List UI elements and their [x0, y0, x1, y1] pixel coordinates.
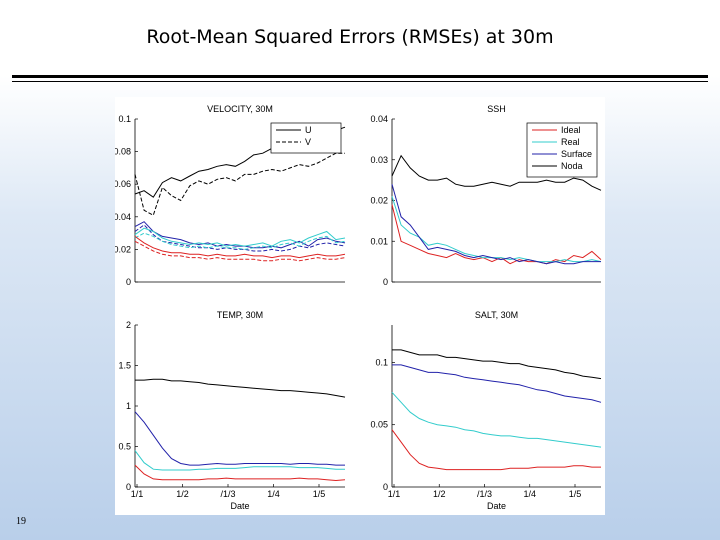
title-rule-thin [12, 81, 708, 82]
x-axis-label: Date [230, 501, 249, 511]
y-tick-label: 0.02 [370, 196, 388, 206]
slide-title: Root-Mean Squared Errors (RMSEs) at 30m [146, 26, 554, 48]
legend-label: U [305, 125, 312, 135]
title-rule-thick [12, 75, 708, 78]
series-line [392, 349, 602, 380]
x-tick-label: 1/2 [176, 489, 189, 499]
series-line [391, 184, 601, 265]
y-tick-label: 0.06 [115, 179, 131, 189]
x-tick-label: 1/4 [523, 489, 536, 499]
series-line [134, 152, 345, 216]
series-line [391, 154, 602, 191]
x-tick-label: /1/3 [477, 489, 492, 499]
series-line [391, 196, 602, 263]
legend-box [526, 122, 598, 178]
legend-label: Real [561, 137, 580, 147]
series-line [391, 429, 601, 471]
panel-title: TEMP, 30M [217, 310, 263, 320]
y-tick-label: 2 [126, 320, 131, 330]
series-line [392, 364, 602, 403]
series-line [134, 464, 346, 482]
x-tick-label: 1/1 [388, 489, 401, 499]
legend-label: Noda [561, 161, 583, 171]
series-line [391, 391, 602, 448]
series-line [134, 224, 346, 252]
legend-label: V [305, 137, 311, 147]
rmse-figure-svg: VELOCITY, 30M 0 0.02 0.04 0.06 0.08 0.1 UV SSH 0 0… [113, 104, 602, 511]
x-axis-label: Date [487, 501, 506, 511]
chart-panel-2: TEMP, 30M 0 0.5 1 1.5 2 1/1 1/2/1/3 1/4 1/5 Date [118, 310, 346, 511]
series-line [134, 221, 346, 249]
legend-label: Surface [561, 149, 592, 159]
y-tick-label: 1.5 [118, 361, 131, 371]
series-line [134, 235, 346, 259]
y-tick-label: 0.1 [118, 114, 131, 124]
series-line [134, 450, 345, 471]
panel-title: VELOCITY, 30M [207, 104, 273, 114]
legend-label: Ideal [561, 125, 581, 135]
x-tick-label: /1/3 [220, 489, 235, 499]
rmse-figure: VELOCITY, 30M 0 0.02 0.04 0.06 0.08 0.1 U V SSH 0 0… [113, 97, 605, 515]
y-tick-label: 0.08 [115, 147, 131, 157]
x-tick-label: 1/5 [313, 489, 326, 499]
x-tick-label: 1/5 [569, 489, 582, 499]
y-tick-label: 0.02 [115, 244, 131, 254]
y-tick-label: 1 [126, 401, 131, 411]
series-line [134, 232, 346, 250]
chart-panel-0: VELOCITY, 30M 0 0.02 0.04 0.06 0.08 0.1 UV [113, 104, 346, 287]
y-tick-label: 0 [126, 482, 131, 492]
x-tick-label: 1/2 [433, 489, 446, 499]
chart-panel-1: SSH 0 0.01 0.02 0.03 0.04 Ideal Real Surface Noda [370, 104, 602, 287]
y-tick-label: 0.04 [370, 114, 388, 124]
series-line [134, 411, 345, 466]
chart-panel-3: SALT, 30M 0 0.05 0.1 1/1 1/2/1/3 1/4 1/5 Date [370, 310, 602, 511]
panel-title: SALT, 30M [475, 310, 518, 320]
y-tick-label: 0 [126, 277, 131, 287]
series-line [391, 204, 602, 265]
series-line [134, 227, 346, 247]
series-line [135, 378, 346, 398]
x-tick-label: 1/1 [131, 489, 144, 499]
y-tick-label: 0.01 [370, 236, 388, 246]
y-tick-label: 0.1 [375, 357, 388, 367]
series-line [134, 240, 346, 262]
slide-number: 19 [16, 516, 26, 527]
y-tick-label: 0 [383, 482, 388, 492]
y-tick-label: 0.04 [115, 212, 131, 222]
legend-box [270, 122, 342, 154]
panel-title: SSH [487, 104, 506, 114]
y-tick-label: 0.03 [370, 155, 388, 165]
y-tick-label: 0.5 [118, 442, 131, 452]
y-tick-label: 0 [383, 277, 388, 287]
y-tick-label: 0.05 [370, 420, 388, 430]
x-tick-label: 1/4 [267, 489, 280, 499]
